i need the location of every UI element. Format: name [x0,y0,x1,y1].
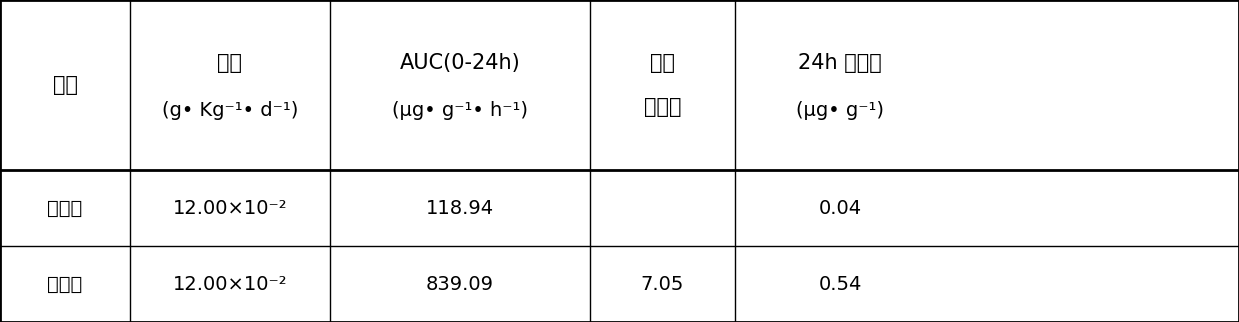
Text: (g• Kg⁻¹• d⁻¹): (g• Kg⁻¹• d⁻¹) [162,100,299,119]
Text: 0.54: 0.54 [818,274,861,293]
Text: 靶向率: 靶向率 [644,97,681,117]
Text: 12.00×10⁻²: 12.00×10⁻² [172,198,287,217]
Text: 0.04: 0.04 [819,198,861,217]
Text: 实施例: 实施例 [47,274,83,293]
Text: 组别: 组别 [52,75,78,95]
Text: 12.00×10⁻²: 12.00×10⁻² [172,274,287,293]
Text: 839.09: 839.09 [426,274,494,293]
Text: 24h 滞留量: 24h 滞留量 [798,53,882,73]
Text: (μg• g⁻¹): (μg• g⁻¹) [795,100,883,119]
Text: 118.94: 118.94 [426,198,494,217]
Text: 对比例: 对比例 [47,198,83,217]
Text: AUC(0-24h): AUC(0-24h) [400,53,520,73]
Text: 剂量: 剂量 [218,53,243,73]
Text: (μg• g⁻¹• h⁻¹): (μg• g⁻¹• h⁻¹) [392,100,528,119]
Text: 7.05: 7.05 [641,274,684,293]
Text: 相对: 相对 [650,53,675,73]
